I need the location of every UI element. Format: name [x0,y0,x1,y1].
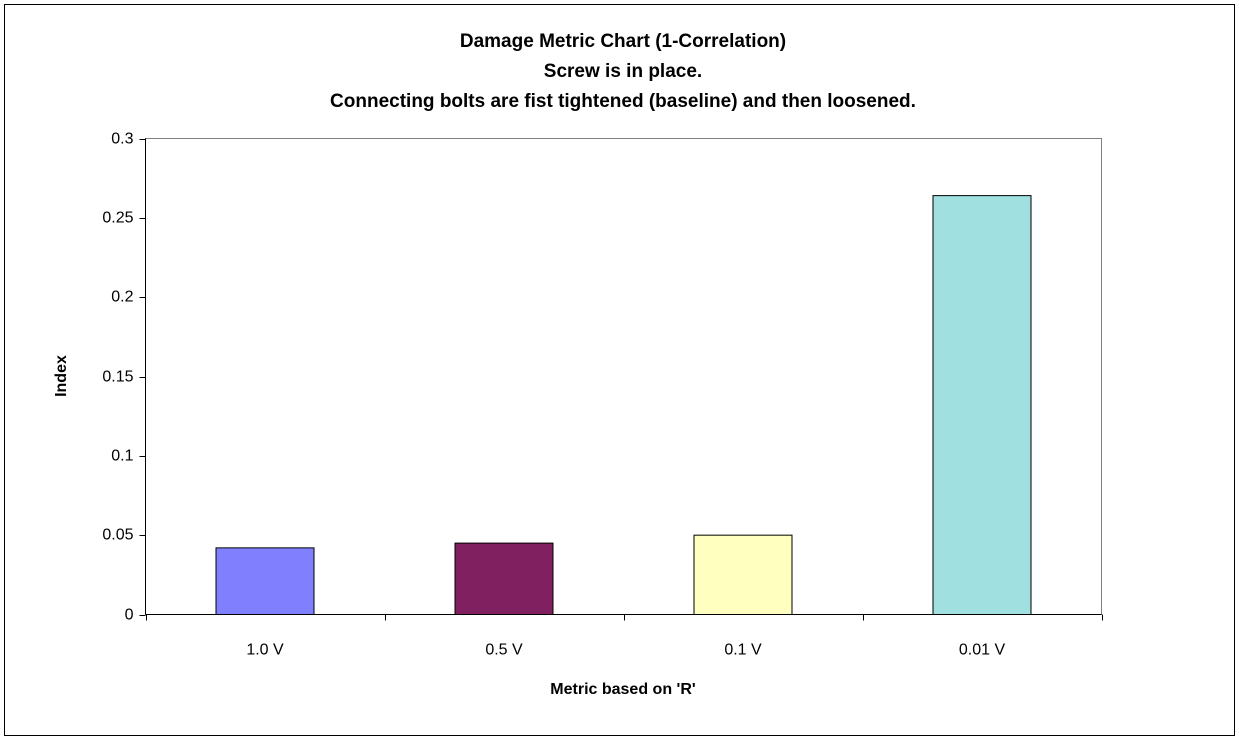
y-axis-title: Index [53,355,70,397]
bar [215,547,315,615]
x-axis-title: Metric based on 'R' [550,681,695,698]
chart-title: Damage Metric Chart (1-Correlation) [460,31,786,52]
chart-subtitle: Screw is in place. [544,61,702,82]
x-tick-label: 0.5 V [485,642,523,659]
y-tick-label: 0.2 [111,289,133,306]
y-tick-label: 0.3 [111,131,133,148]
y-tick-label: 0 [125,607,134,624]
x-tick-label: 0.1 V [724,642,762,659]
y-tick-label: 0.1 [111,448,133,465]
chart-subtitle: Connecting bolts are fist tightened (bas… [330,91,916,112]
y-tick-label: 0.15 [102,369,133,386]
bar [932,195,1032,615]
y-tick-label: 0.05 [102,527,133,544]
x-tick-label: 0.01 V [959,642,1006,659]
bar [693,534,793,616]
bar [454,542,554,615]
y-tick-label: 0.25 [102,210,133,227]
x-tick-label: 1.0 V [246,642,284,659]
